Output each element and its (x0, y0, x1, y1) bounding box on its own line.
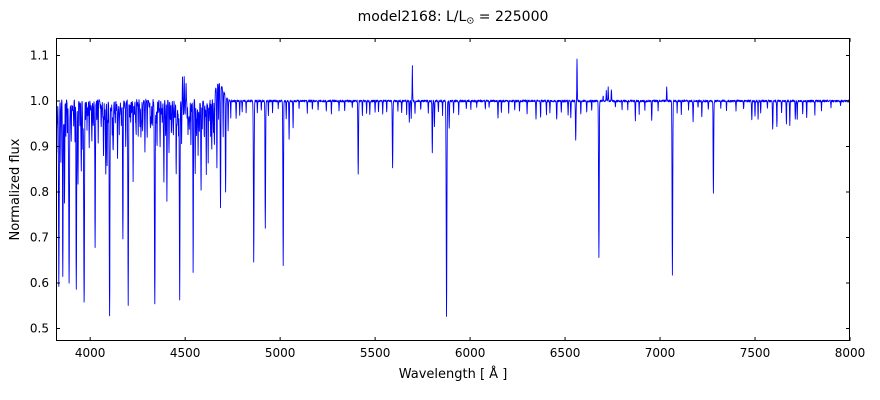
title-prefix: model2168: L/L (357, 9, 467, 25)
sun-symbol-icon: ⊙ (466, 15, 475, 27)
x-tick-label: 8000 (835, 346, 866, 360)
x-tick-label: 6500 (550, 346, 581, 360)
axes-frame (56, 38, 850, 341)
x-tick-label: 7500 (740, 346, 771, 360)
y-tick-label: 1.1 (30, 49, 49, 63)
y-tick-label: 0.7 (30, 230, 49, 244)
x-tick-label: 7000 (645, 346, 676, 360)
x-tick-label: 6000 (455, 346, 486, 360)
y-tick-label: 0.5 (30, 321, 49, 335)
x-tick-label: 4000 (75, 346, 106, 360)
x-tick-label: 5500 (360, 346, 391, 360)
chart-title: model2168: L/L⊙ = 225000 (56, 9, 850, 26)
y-axis-label: Normalized flux (8, 138, 23, 241)
spectrum-line (56, 58, 850, 317)
y-tick-label: 0.8 (30, 185, 49, 199)
y-tick-label: 0.9 (30, 140, 49, 154)
x-tick-label: 5000 (265, 346, 296, 360)
title-suffix: = 225000 (474, 9, 549, 25)
y-tick-label: 0.6 (30, 276, 49, 290)
x-axis-label: Wavelength [ Å ] (398, 367, 508, 382)
x-tick-label: 4500 (170, 346, 201, 360)
y-tick-label: 1.0 (30, 94, 49, 108)
